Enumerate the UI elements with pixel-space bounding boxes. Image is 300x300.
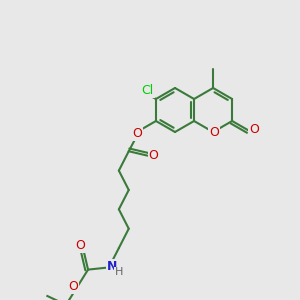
Text: O: O xyxy=(132,127,142,140)
Text: O: O xyxy=(249,123,259,136)
Text: Cl: Cl xyxy=(142,84,154,97)
Text: O: O xyxy=(76,239,85,252)
Text: N: N xyxy=(107,260,117,273)
Text: O: O xyxy=(68,280,78,293)
Text: O: O xyxy=(148,149,158,162)
Text: H: H xyxy=(115,267,123,278)
Text: O: O xyxy=(209,127,219,140)
